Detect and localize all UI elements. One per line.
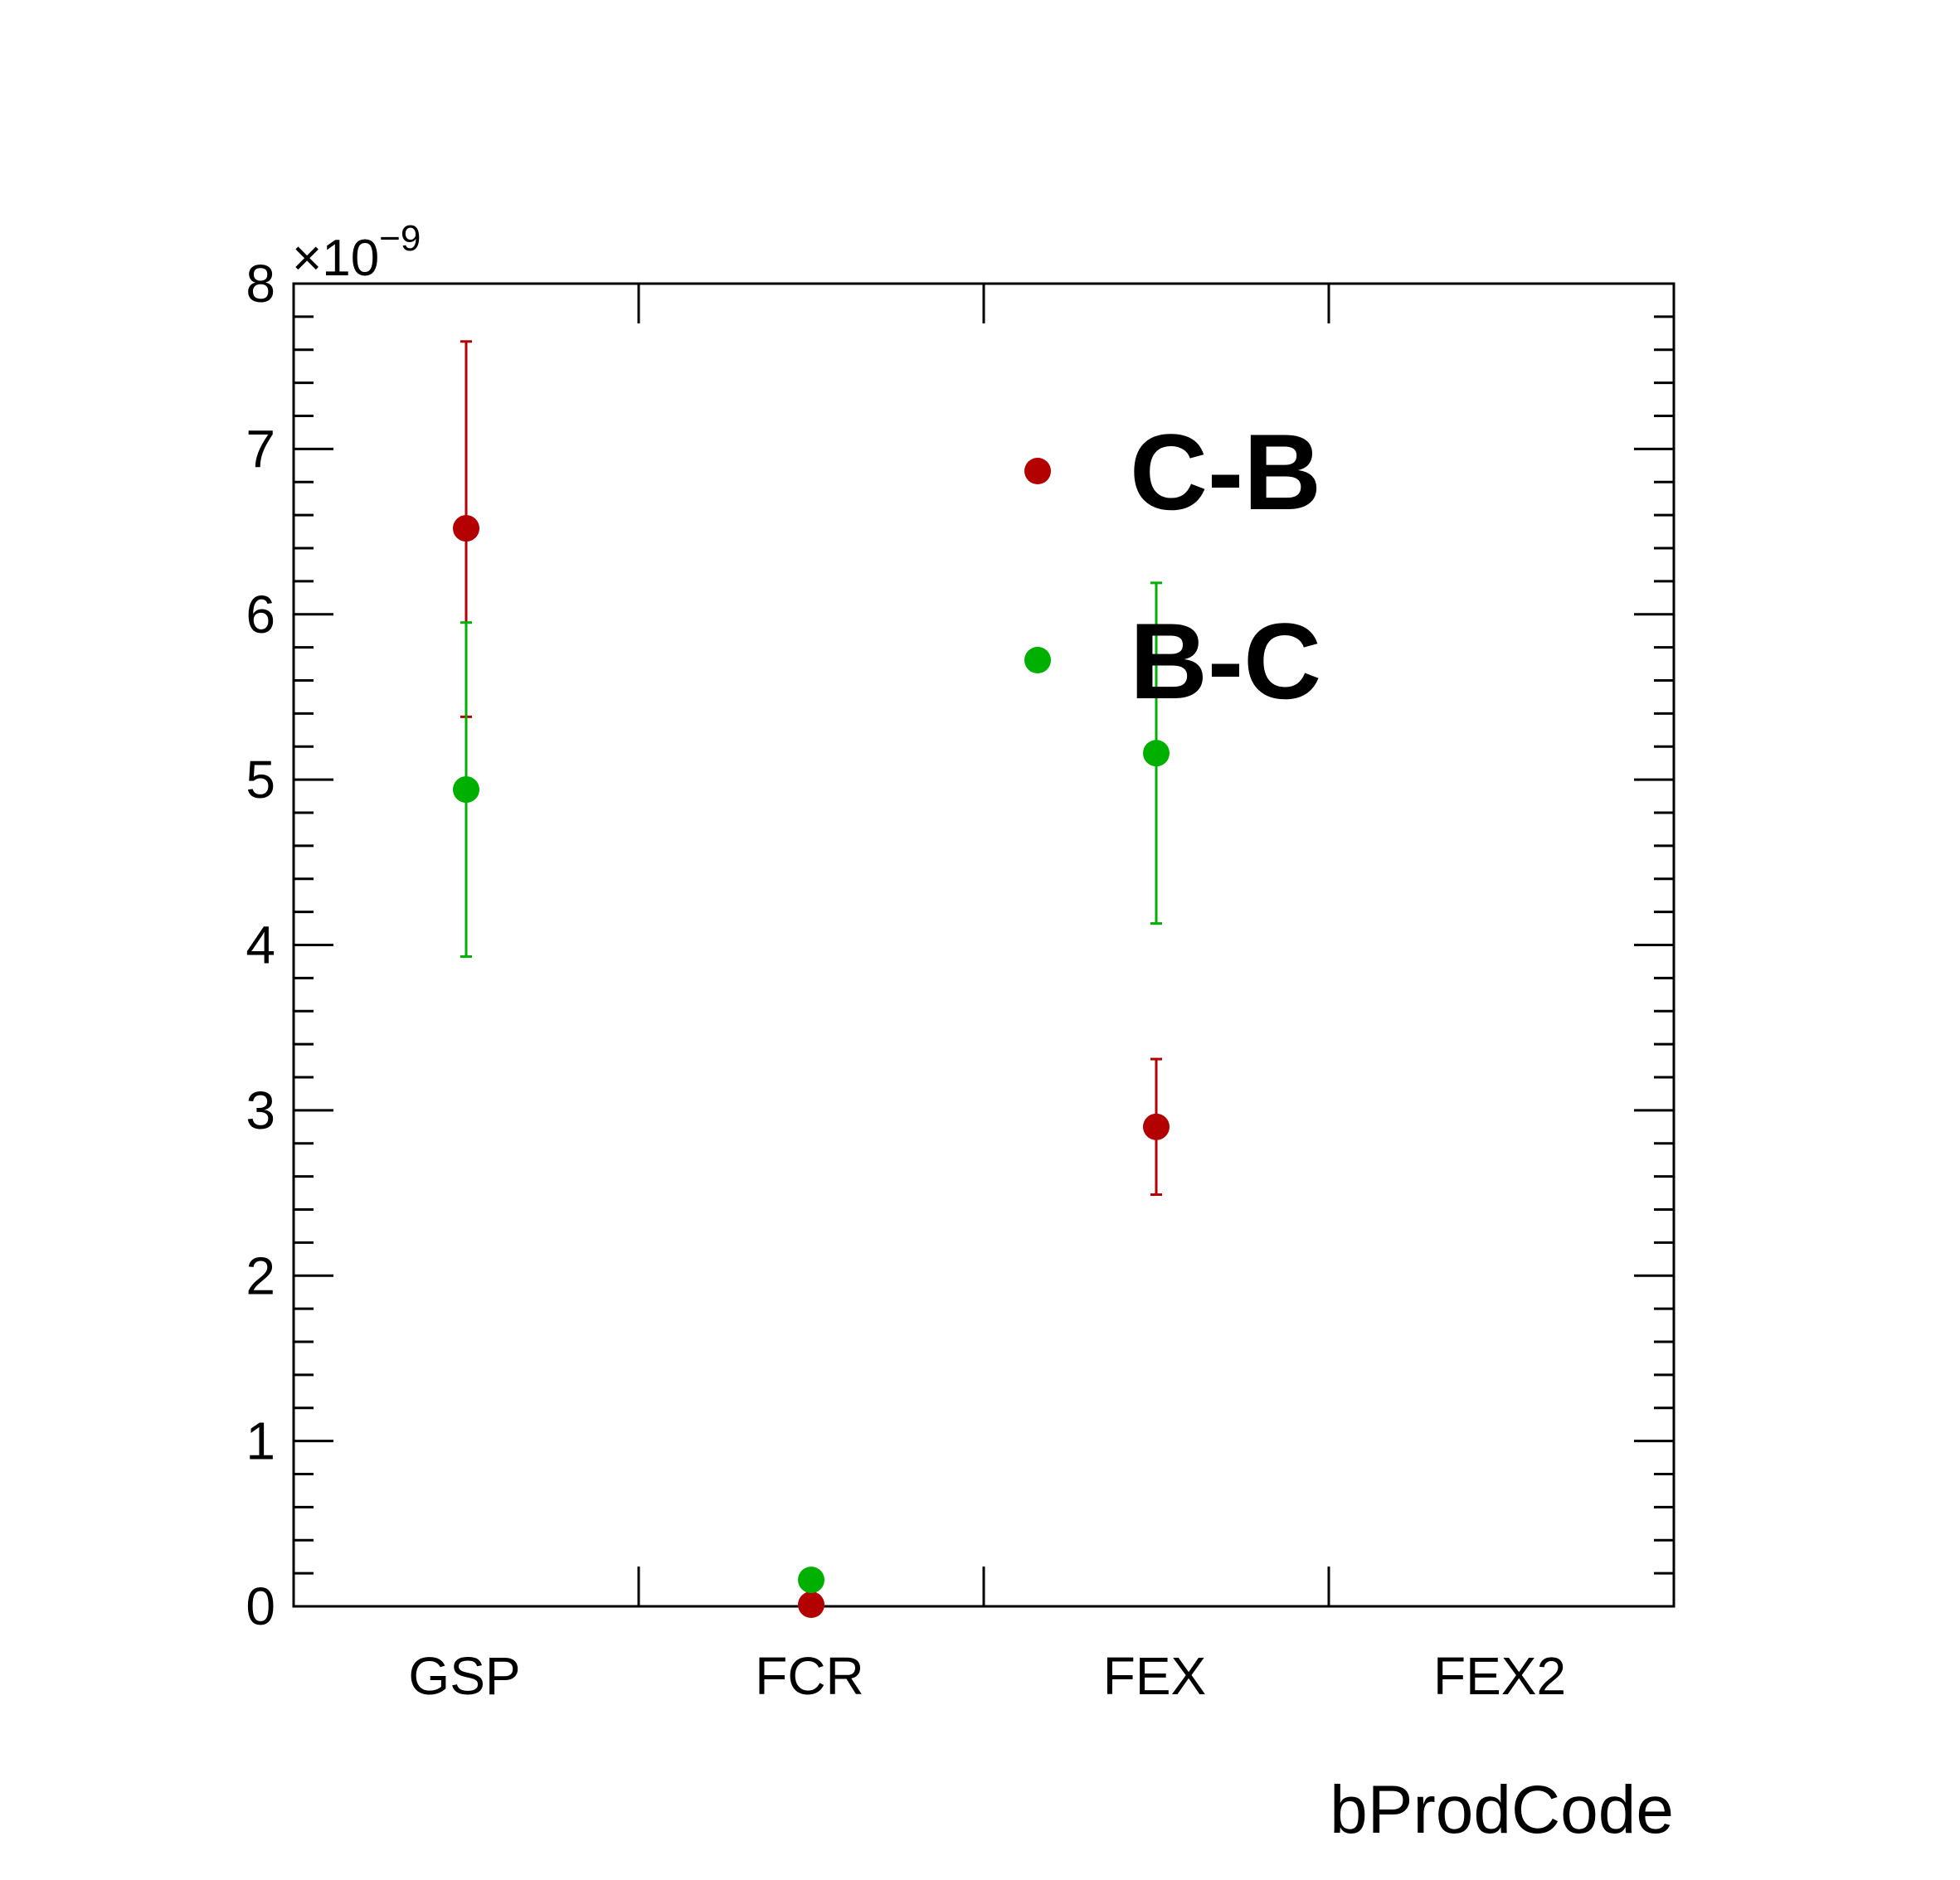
y-tick-label: 6 xyxy=(246,585,275,644)
x-category-label: FEX2 xyxy=(1433,1646,1566,1706)
legend-entry: C-B xyxy=(1024,411,1321,532)
y-exponent-base: ×10 xyxy=(292,230,379,287)
legend-label: C-B xyxy=(1130,411,1321,532)
y-tick-label: 8 xyxy=(246,254,275,313)
data-point xyxy=(1143,740,1170,767)
x-category-label: GSP xyxy=(408,1646,520,1706)
legend: C-B B-C xyxy=(1024,411,1321,721)
y-tick-label: 1 xyxy=(246,1411,275,1471)
data-point xyxy=(798,1567,824,1594)
series-b-c xyxy=(453,581,1170,1594)
legend-entry: B-C xyxy=(1024,600,1321,721)
legend-marker xyxy=(1024,458,1051,484)
y-exponent-power: −9 xyxy=(379,218,421,259)
y-tick-label: 3 xyxy=(246,1081,275,1140)
legend-marker xyxy=(1024,647,1051,673)
y-tick-label: 7 xyxy=(246,419,275,479)
y-tick-labels: 0 1 2 3 4 5 6 7 8 xyxy=(246,254,275,1636)
y-tick-label: 0 xyxy=(246,1576,275,1636)
y-tick-label: 5 xyxy=(246,750,275,809)
plot-frame xyxy=(292,282,1675,1608)
legend-label: B-C xyxy=(1130,600,1321,721)
x-category-label: FCR xyxy=(755,1646,864,1706)
x-category-label: FEX xyxy=(1103,1646,1206,1706)
axis-ticks xyxy=(294,282,1674,1608)
series-layer xyxy=(453,340,1170,1619)
y-tick-label: 4 xyxy=(246,916,275,975)
data-point xyxy=(453,776,479,804)
y-tick-label: 2 xyxy=(246,1246,275,1305)
data-point xyxy=(453,515,479,542)
data-point xyxy=(1143,1113,1170,1140)
y-exponent-label: ×10−9 xyxy=(292,218,421,287)
x-category-labels: GSP FCR FEX FEX2 xyxy=(408,1646,1566,1706)
data-point xyxy=(798,1591,824,1619)
series-c-b xyxy=(453,340,1170,1619)
x-axis-title: bProdCode xyxy=(1330,1772,1674,1848)
